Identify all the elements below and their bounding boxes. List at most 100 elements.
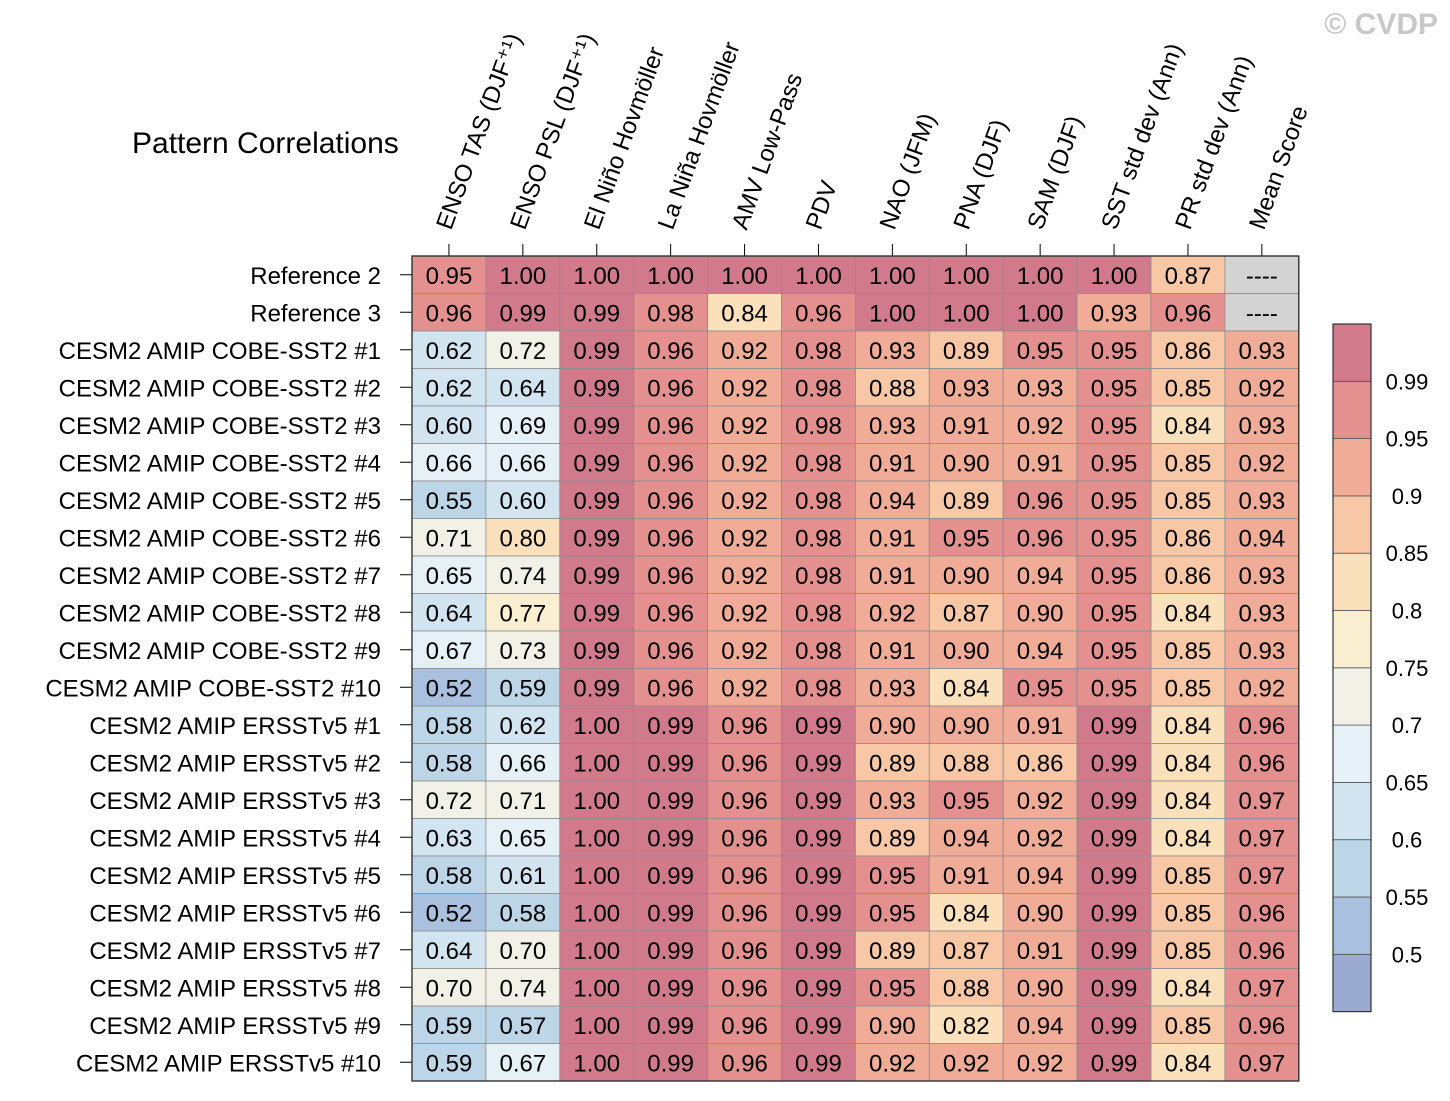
heatmap-cell <box>855 555 930 594</box>
heatmap-cell <box>1224 818 1300 857</box>
cell-value-label: 0.52 <box>426 900 473 927</box>
heatmap-cell <box>1224 293 1300 332</box>
cell-value-label: 0.96 <box>721 825 768 852</box>
row-label: CESM2 AMIP COBE-SST2 #1 <box>59 338 381 365</box>
colorbar-swatch <box>1332 380 1372 439</box>
row-label: CESM2 AMIP ERSSTv5 #7 <box>89 938 381 965</box>
cell-value-label: 0.96 <box>647 600 694 627</box>
heatmap-cell <box>1150 443 1226 482</box>
heatmap-cell <box>559 480 635 519</box>
cell-value-label: 0.71 <box>499 788 546 815</box>
heatmap-cell <box>1224 930 1300 969</box>
cell-value-label: 0.66 <box>499 750 546 777</box>
heatmap-cell <box>411 968 487 1007</box>
cell-value-label: 0.92 <box>1017 788 1064 815</box>
heatmap-cell <box>559 255 635 294</box>
cell-value-label: 0.92 <box>721 525 768 552</box>
cell-value-label: 0.84 <box>1165 600 1212 627</box>
cell-value-label: 0.90 <box>1017 600 1064 627</box>
heatmap-cell <box>1150 968 1226 1007</box>
heatmap-cell <box>1076 968 1152 1007</box>
cell-value-label: 1.00 <box>943 263 990 290</box>
heatmap-cell <box>485 255 561 294</box>
cell-value-label: 1.00 <box>573 863 620 890</box>
cell-value-label: 1.00 <box>1091 263 1138 290</box>
cell-value-label: 1.00 <box>573 900 620 927</box>
cell-value-label: 0.89 <box>943 338 990 365</box>
heatmap-cells: 0.95 1.00 1.00 1.00 1.00 1.00 1.00 1.00 1.00 1.00… <box>411 255 1300 1082</box>
cell-value-label: 0.95 <box>1017 338 1064 365</box>
heatmap-cell <box>633 668 709 707</box>
heatmap-cell <box>928 630 1004 669</box>
heatmap-cell <box>928 368 1004 407</box>
heatmap-cell <box>781 930 856 969</box>
heatmap-cell <box>485 780 561 819</box>
colorbar-swatch <box>1332 667 1372 726</box>
cell-value-label: 0.99 <box>647 1013 694 1040</box>
heatmap-cell <box>485 930 561 969</box>
heatmap-cell <box>485 405 561 444</box>
row-label: CESM2 AMIP ERSSTv5 #4 <box>89 825 381 852</box>
cell-value-label: 0.96 <box>721 788 768 815</box>
row-label: Reference 2 <box>250 263 381 290</box>
heatmap-cell <box>707 255 782 294</box>
cell-value-label: 0.96 <box>647 563 694 590</box>
cell-value-label: 0.91 <box>1017 938 1064 965</box>
cell-value-label: 0.92 <box>1017 825 1064 852</box>
heatmap-cell <box>1150 1043 1226 1082</box>
cell-value-label: 0.98 <box>795 675 842 702</box>
row-label: CESM2 AMIP ERSSTv5 #1 <box>89 713 381 740</box>
cell-value-label: 0.99 <box>647 750 694 777</box>
colorbar-border <box>1332 323 1372 1013</box>
cell-value-label: 0.99 <box>573 488 620 515</box>
cell-value-label: 0.90 <box>943 638 990 665</box>
cell-value-label: 0.96 <box>721 863 768 890</box>
heatmap-cell <box>707 1005 782 1044</box>
heatmap-cell <box>633 293 709 332</box>
row-label: CESM2 AMIP COBE-SST2 #5 <box>59 488 381 515</box>
heatmap-cell <box>1076 893 1152 932</box>
cell-value-label: 0.97 <box>1238 825 1285 852</box>
heatmap-cell <box>781 480 856 519</box>
cell-value-label: 0.93 <box>869 788 916 815</box>
cell-value-label: 0.93 <box>1238 638 1285 665</box>
cell-value-label: 0.84 <box>1165 713 1212 740</box>
heatmap-cell <box>781 405 856 444</box>
cell-value-label: 0.52 <box>426 675 473 702</box>
cell-value-label: 0.99 <box>1091 825 1138 852</box>
cell-value-label: 0.99 <box>647 788 694 815</box>
heatmap-cell <box>707 630 782 669</box>
heatmap-cell <box>1076 743 1152 782</box>
cell-value-label: 0.96 <box>721 938 768 965</box>
cell-value-label: 0.65 <box>499 825 546 852</box>
heatmap-cell <box>855 780 930 819</box>
cell-value-label: 0.99 <box>1091 975 1138 1002</box>
cell-value-label: 0.92 <box>1017 413 1064 440</box>
cell-value-label: 1.00 <box>1017 300 1064 327</box>
heatmap-cell <box>928 930 1004 969</box>
cell-value-label: 0.63 <box>426 825 473 852</box>
cell-value-label: 1.00 <box>573 825 620 852</box>
cell-value-label: 1.00 <box>573 1013 620 1040</box>
cell-value-label: 0.85 <box>1165 488 1212 515</box>
heatmap-cell <box>485 555 561 594</box>
cell-value-label: 0.71 <box>426 525 473 552</box>
heatmap-cell <box>928 293 1004 332</box>
heatmap-cell <box>855 968 930 1007</box>
cell-value-label: 0.85 <box>1165 938 1212 965</box>
cell-value-label: 0.64 <box>426 938 473 965</box>
cell-value-label: 0.62 <box>499 713 546 740</box>
heatmap-cell <box>707 780 782 819</box>
cell-value-label: 0.93 <box>869 675 916 702</box>
heatmap-cell <box>633 818 709 857</box>
cell-value-label: 0.80 <box>499 525 546 552</box>
cell-value-label: 0.88 <box>943 750 990 777</box>
cell-value-label: 0.92 <box>943 1050 990 1077</box>
cell-value-label: 0.99 <box>647 825 694 852</box>
row-label: Reference 3 <box>250 300 381 327</box>
cell-value-label: 0.99 <box>1091 713 1138 740</box>
cell-value-label: 0.85 <box>1165 1013 1212 1040</box>
cell-value-label: 0.98 <box>795 375 842 402</box>
cell-value-label: 0.90 <box>943 563 990 590</box>
heatmap-cell <box>1002 255 1078 294</box>
